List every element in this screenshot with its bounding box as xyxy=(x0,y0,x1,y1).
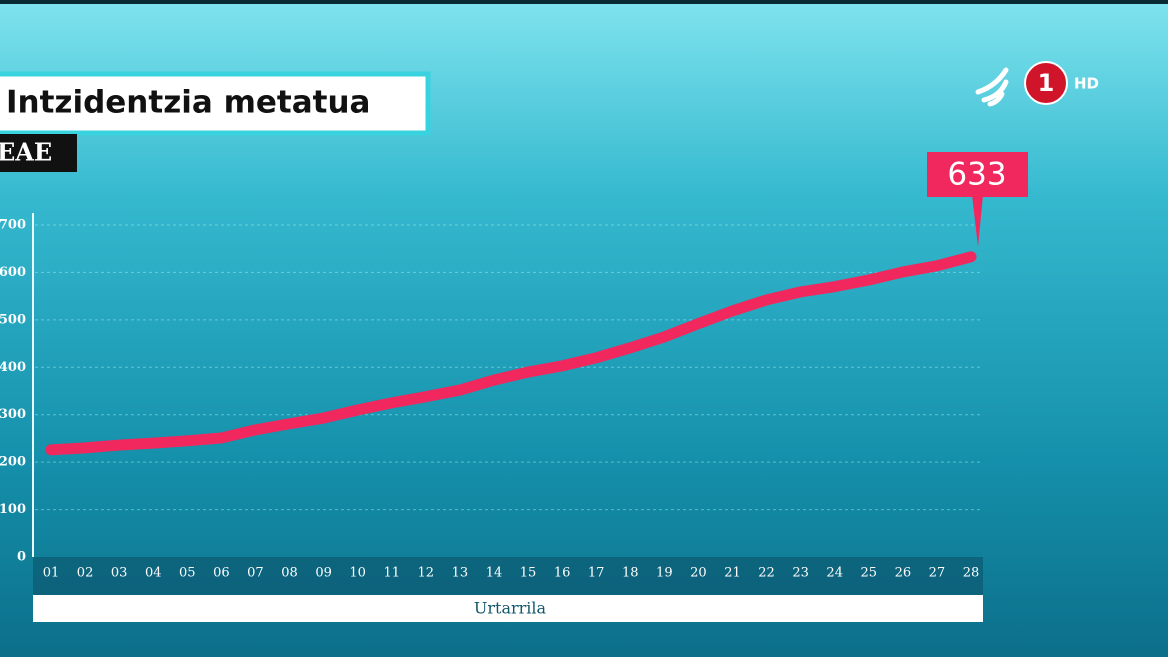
y-tick-label: 200 xyxy=(0,455,26,470)
callout-pointer xyxy=(972,195,983,247)
x-tick-label: 21 xyxy=(724,566,741,581)
callout-label: 633 xyxy=(947,157,1006,193)
x-tick-label: 05 xyxy=(179,566,196,581)
y-tick-label: 300 xyxy=(0,407,26,422)
x-tick-label: 22 xyxy=(758,566,775,581)
x-tick-label: 18 xyxy=(622,566,639,581)
y-tick-label: 500 xyxy=(0,312,26,327)
chart-subtitle: EAE xyxy=(0,138,52,167)
x-axis-label: Urtarrila xyxy=(474,599,547,618)
x-tick-label: 27 xyxy=(929,566,946,581)
title-box xyxy=(0,71,431,136)
x-tick-label: 09 xyxy=(315,566,332,581)
x-tick-label: 04 xyxy=(145,566,162,581)
x-tick-label: 24 xyxy=(826,566,843,581)
x-tick-label: 25 xyxy=(861,566,878,581)
x-tick-label: 12 xyxy=(418,566,435,581)
plot: 0 100 200 300 400 500 600 700 01 02 03 04 05 06 07 08 09… xyxy=(0,152,1028,581)
x-tick-label: 10 xyxy=(349,566,366,581)
subtitle-box xyxy=(0,134,77,172)
y-tick-label: 400 xyxy=(0,360,26,375)
x-tick-label: 01 xyxy=(43,566,60,581)
y-tick-label: 600 xyxy=(0,265,26,280)
y-tick-label: 100 xyxy=(0,502,26,517)
x-tick-label: 23 xyxy=(792,566,809,581)
logo: 1 HD xyxy=(975,61,1099,107)
data-line xyxy=(45,251,977,456)
x-tick-label: 28 xyxy=(963,566,980,581)
x-label-band xyxy=(33,595,983,622)
x-tick-label: 08 xyxy=(281,566,298,581)
chart-title: Intzidentzia metatua xyxy=(6,85,370,121)
callout-box xyxy=(927,152,1028,197)
x-tick-label: 20 xyxy=(690,566,707,581)
x-tick-label: 14 xyxy=(486,566,503,581)
x-tick-label: 06 xyxy=(213,566,230,581)
x-tick-label: 16 xyxy=(554,566,571,581)
x-tick-label: 26 xyxy=(895,566,912,581)
category-band xyxy=(33,557,983,595)
logo-waves xyxy=(975,67,1009,107)
y-tick-label: 0 xyxy=(17,550,26,565)
y-tick-label: 700 xyxy=(0,218,26,233)
x-tick-label: 13 xyxy=(452,566,469,581)
x-tick-label: 19 xyxy=(656,566,673,581)
logo-channel: 1 xyxy=(1038,69,1055,97)
x-tick-label: 02 xyxy=(77,566,94,581)
x-tick-label: 03 xyxy=(111,566,128,581)
x-tick-label: 15 xyxy=(520,566,537,581)
top-edge xyxy=(0,0,1168,4)
x-tick-label: 07 xyxy=(247,566,264,581)
x-tick-label: 11 xyxy=(383,566,400,581)
logo-circle xyxy=(1024,61,1068,105)
x-tick-label: 17 xyxy=(588,566,605,581)
logo-quality: HD xyxy=(1074,75,1099,93)
